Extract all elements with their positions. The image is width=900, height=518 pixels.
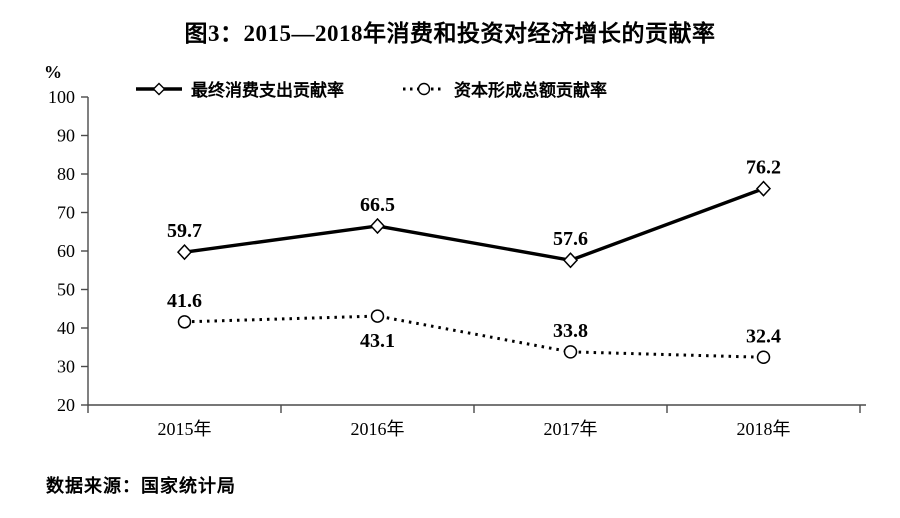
data-point-label: 59.7 [167,220,202,242]
legend-label-consumption: 最终消费支出贡献率 [191,81,344,100]
y-axis-unit-label: % [44,62,62,82]
data-point-marker [756,350,771,365]
series-line-0 [184,187,765,262]
x-tick-label: 2015年 [158,419,212,439]
data-point-label: 57.6 [553,228,588,250]
data-point-marker [177,315,192,329]
y-tick-label: 80 [57,164,75,184]
legend-solid-diamond-icon [136,82,182,95]
y-tick-label: 40 [57,318,75,338]
data-point-marker [176,244,193,261]
y-tick-label: 100 [48,87,75,107]
data-point-label: 43.1 [360,330,395,352]
data-point-marker [755,180,772,197]
y-tick-label: 70 [57,203,75,223]
y-tick-label: 50 [57,280,75,300]
data-point-label: 33.8 [553,320,588,342]
data-point-marker [563,345,578,359]
data-point-label: 41.6 [167,290,202,312]
data-point-label: 76.2 [746,157,781,179]
legend-item-consumption: 最终消费支出贡献率 [135,76,344,101]
source-note: 数据来源：国家统计局 [46,476,236,496]
y-tick-label: 20 [57,395,75,415]
y-tick-label: 90 [57,126,75,146]
x-tick-label: 2017年 [544,419,598,439]
chart-title: 图3：2015—2018年消费和投资对经济增长的贡献率 [184,21,716,46]
data-point-marker [370,309,385,323]
series-line-1 [184,314,764,359]
data-point-marker [369,217,386,235]
legend-item-capital: 资本形成总额贡献率 [402,76,607,101]
y-tick-label: 60 [57,241,75,261]
data-point-label: 32.4 [746,325,781,347]
legend: 最终消费支出贡献率 资本形成总额贡献率 [135,76,607,101]
legend-label-capital: 资本形成总额贡献率 [454,81,607,100]
line-chart-canvas: 20 30 40 50 60 70 80 90 100 2015年 2016年 2017年 2018年 5… [48,87,866,439]
data-point-label: 66.5 [360,194,395,216]
legend-dotted-circle-icon [403,82,445,95]
y-tick-label: 30 [57,357,75,377]
x-tick-label: 2018年 [737,419,791,439]
x-tick-label: 2016年 [351,419,405,439]
data-point-marker [562,252,579,269]
